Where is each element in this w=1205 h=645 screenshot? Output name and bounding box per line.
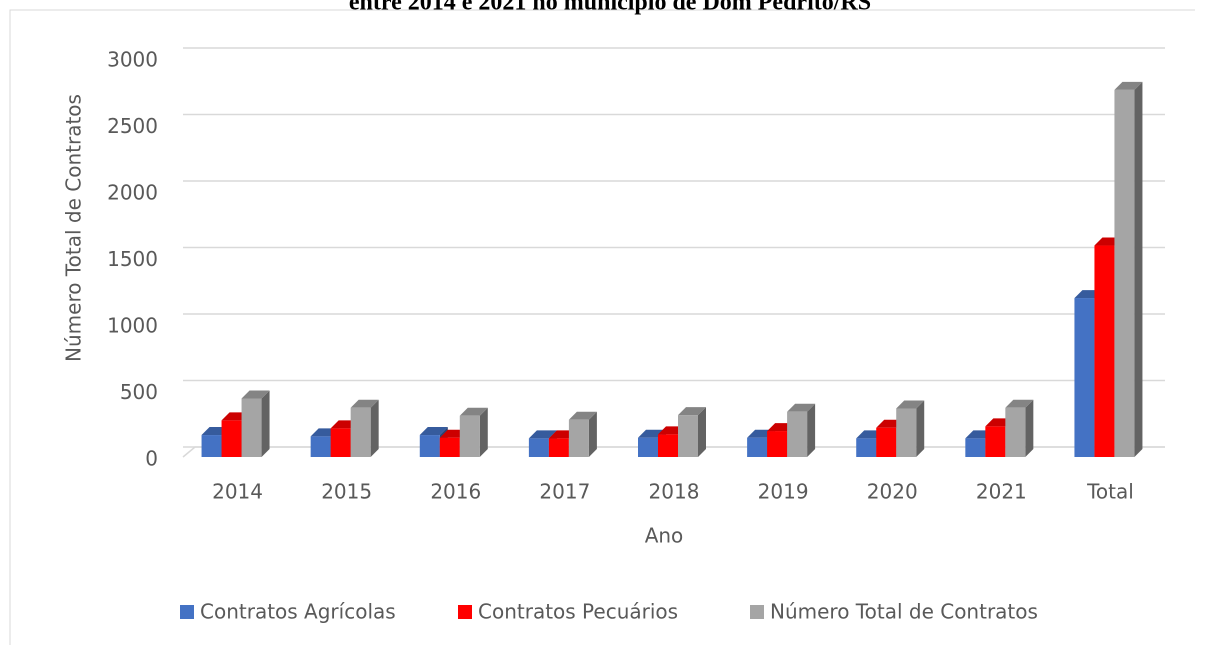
bar-side (698, 407, 706, 457)
x-tick-label: 2021 (976, 480, 1027, 504)
bar (638, 437, 658, 457)
x-tick-label: 2019 (758, 480, 809, 504)
x-tick-label: 2014 (212, 480, 263, 504)
bar-top (528, 430, 557, 439)
bar-top (459, 407, 488, 416)
y-tick-label: 3000 (107, 48, 158, 72)
y-tick-label: 2500 (107, 114, 158, 138)
bar (658, 434, 678, 457)
bar (747, 437, 768, 457)
bar-top (678, 407, 706, 416)
legend-swatch (458, 605, 472, 619)
bar-side (1025, 399, 1034, 457)
y-tick-label: 1500 (107, 247, 158, 271)
legend-swatch (180, 605, 194, 619)
bar-top (1005, 399, 1034, 408)
bar (787, 411, 808, 457)
bar-side (261, 390, 270, 457)
bar (965, 438, 986, 457)
bar (678, 415, 698, 457)
legend-swatch (750, 605, 764, 619)
bar (856, 438, 877, 457)
x-tick-label: Total (1086, 480, 1134, 504)
bar (439, 437, 460, 457)
bar-side (370, 399, 379, 457)
bar (568, 419, 589, 457)
bar (876, 427, 897, 457)
bar (201, 435, 222, 457)
bar (985, 426, 1006, 457)
bar-top (568, 411, 597, 420)
bar (528, 438, 549, 457)
bar (1005, 407, 1026, 457)
x-tick-label: 2016 (430, 480, 481, 504)
x-axis-title: Ano (645, 524, 684, 548)
x-tick-label: 2018 (649, 480, 700, 504)
chart-frame (9, 9, 1195, 645)
bar-top (787, 403, 816, 412)
bar-top (896, 400, 925, 409)
y-tick-label: 1000 (107, 314, 158, 338)
legend-label: Contratos Agrícolas (200, 600, 396, 624)
bar (1074, 298, 1095, 457)
bar (896, 408, 917, 457)
bar (310, 436, 331, 457)
bar-top (1114, 81, 1143, 90)
bar (330, 428, 351, 457)
legend-label: Contratos Pecuários (478, 600, 678, 624)
bar-top (350, 399, 379, 408)
y-tick-label: 0 (145, 447, 158, 471)
floor (182, 446, 1165, 458)
bar-side (1134, 81, 1143, 458)
bar-side (479, 407, 488, 457)
bar (548, 438, 569, 457)
x-tick-label: 2020 (867, 480, 918, 504)
x-tick-label: 2015 (321, 480, 372, 504)
bar (767, 431, 788, 457)
bar-top (419, 427, 448, 436)
legend-label: Número Total de Contratos (770, 600, 1038, 624)
chart-title: entre 2014 e 2021 no município de Dom Pe… (349, 0, 871, 16)
x-tick-label: 2017 (539, 480, 590, 504)
y-tick-label: 2000 (107, 181, 158, 205)
bar (1114, 89, 1135, 458)
bar (1094, 245, 1115, 457)
y-tick-label: 500 (120, 380, 158, 404)
bar (419, 435, 440, 457)
bar (459, 415, 480, 457)
bar-side (588, 411, 597, 457)
bar-top (241, 390, 270, 399)
bar (241, 398, 262, 457)
bar (221, 420, 242, 457)
bar-side (807, 403, 816, 457)
y-axis-title: Número Total de Contratos (62, 94, 86, 362)
bar (350, 407, 371, 457)
bar-side (916, 400, 925, 457)
